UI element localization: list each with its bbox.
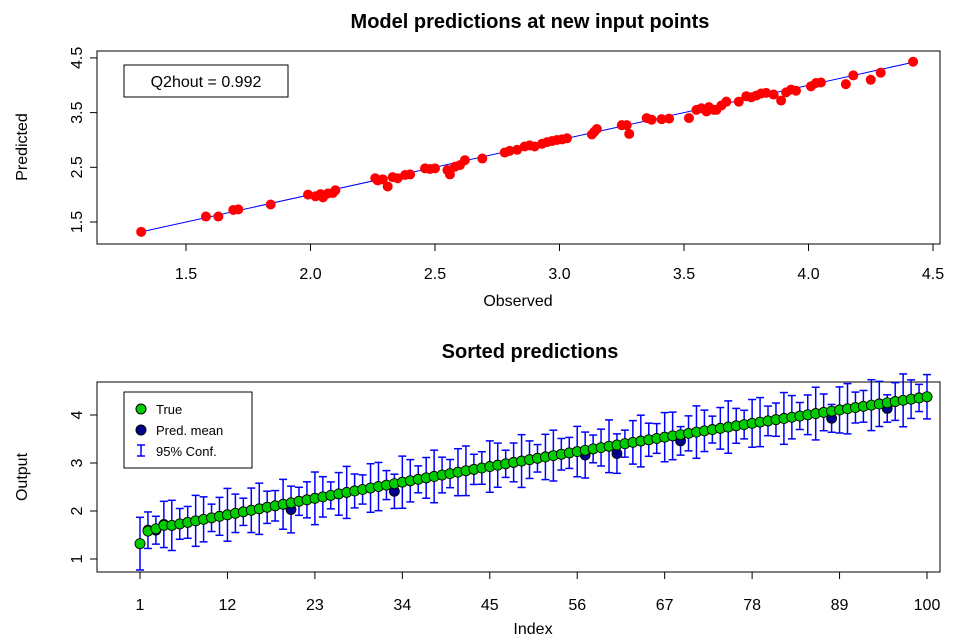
top-data-point bbox=[591, 124, 602, 135]
top-data-point bbox=[405, 169, 416, 180]
bottom-chart-title: Sorted predictions bbox=[442, 341, 619, 363]
bottom-x-tick-label: 67 bbox=[656, 597, 674, 614]
top-data-point bbox=[512, 144, 523, 155]
bottom-x-tick-label: 89 bbox=[831, 597, 849, 614]
bottom-x-tick-label: 12 bbox=[219, 597, 237, 614]
legend: True Pred. mean 95% Conf. bbox=[123, 391, 253, 469]
legend-true-marker bbox=[135, 403, 147, 415]
bottom-x-tick-label: 100 bbox=[914, 597, 941, 614]
true-points bbox=[134, 391, 933, 550]
top-data-point bbox=[430, 163, 440, 174]
top-y-axis-label: Predicted bbox=[14, 113, 31, 181]
top-data-point bbox=[908, 56, 919, 67]
top-data-point bbox=[683, 113, 694, 124]
top-data-point bbox=[646, 114, 657, 125]
top-data-point bbox=[444, 169, 455, 180]
top-data-point bbox=[656, 114, 667, 125]
bottom-y-tick-label: 3 bbox=[69, 458, 86, 467]
top-data-point bbox=[840, 79, 851, 90]
top-points bbox=[136, 56, 919, 237]
top-data-point bbox=[330, 185, 341, 196]
top-data-point bbox=[459, 155, 470, 166]
top-data-point bbox=[621, 120, 632, 131]
top-chart-title: Model predictions at new input points bbox=[351, 11, 710, 33]
top-y-tick-label: 4.5 bbox=[69, 47, 86, 69]
top-data-point bbox=[664, 113, 675, 124]
bottom-x-tick-label: 56 bbox=[568, 597, 586, 614]
top-plot-frame bbox=[96, 50, 941, 245]
q2-annotation-box bbox=[123, 64, 289, 98]
top-y-axis: 1.5 2.5 3.5 4.5 bbox=[69, 47, 97, 233]
top-data-point bbox=[776, 95, 787, 106]
bottom-plot-frame bbox=[96, 381, 941, 573]
true-point bbox=[134, 538, 146, 550]
top-data-point bbox=[768, 89, 779, 100]
top-data-point bbox=[504, 145, 515, 156]
top-data-point bbox=[392, 173, 403, 184]
top-data-point bbox=[477, 153, 488, 164]
top-x-axis: 1.5 2.0 2.5 3.0 3.5 4.0 4.5 bbox=[175, 244, 944, 283]
bottom-y-axis: 1 2 3 4 bbox=[69, 410, 97, 563]
top-x-tick-label: 2.0 bbox=[299, 266, 321, 283]
q2-annotation: Q2hout = 0.992 bbox=[123, 64, 289, 98]
top-x-tick-label: 4.0 bbox=[797, 266, 819, 283]
top-data-point bbox=[815, 77, 826, 88]
bottom-panel: Sorted predictions 1 12 23 34 45 56 67 78 89 100 … bbox=[14, 341, 941, 638]
bottom-x-tick-label: 45 bbox=[481, 597, 499, 614]
legend-pred-label: Pred. mean bbox=[156, 423, 223, 438]
top-data-point bbox=[561, 133, 572, 144]
bottom-x-axis: 1 12 23 34 45 56 67 78 89 100 bbox=[136, 572, 941, 614]
true-point bbox=[921, 391, 933, 403]
top-data-point bbox=[136, 226, 147, 237]
bottom-x-tick-label: 34 bbox=[393, 597, 411, 614]
top-y-tick-label: 1.5 bbox=[69, 211, 86, 233]
bottom-x-tick-label: 78 bbox=[743, 597, 761, 614]
top-x-tick-label: 4.5 bbox=[922, 266, 944, 283]
bottom-y-axis-label: Output bbox=[14, 452, 31, 501]
top-data-point bbox=[233, 204, 244, 215]
top-x-axis-label: Observed bbox=[483, 293, 552, 310]
top-data-point bbox=[624, 128, 635, 139]
top-data-point bbox=[865, 74, 876, 85]
bottom-y-tick-label: 1 bbox=[69, 554, 86, 563]
top-data-point bbox=[791, 85, 802, 96]
top-data-point bbox=[213, 211, 224, 222]
top-data-point bbox=[265, 199, 276, 210]
top-x-tick-label: 1.5 bbox=[175, 266, 197, 283]
top-data-point bbox=[200, 211, 211, 222]
q2-annotation-text: Q2hout = 0.992 bbox=[151, 74, 262, 91]
top-x-tick-label: 2.5 bbox=[424, 266, 446, 283]
top-x-tick-label: 3.5 bbox=[673, 266, 695, 283]
bottom-x-tick-label: 23 bbox=[306, 597, 324, 614]
top-data-point bbox=[303, 189, 314, 200]
bottom-y-tick-label: 4 bbox=[69, 410, 86, 419]
top-data-point bbox=[875, 67, 886, 78]
top-panel: Model predictions at new input points 1.… bbox=[14, 11, 944, 310]
top-y-tick-label: 3.5 bbox=[69, 101, 86, 123]
bottom-x-tick-label: 1 bbox=[136, 597, 145, 614]
top-data-point bbox=[721, 96, 732, 107]
confidence-intervals bbox=[136, 373, 931, 571]
top-x-tick-label: 3.0 bbox=[548, 266, 570, 283]
top-data-point bbox=[382, 181, 393, 192]
bottom-y-tick-label: 2 bbox=[69, 506, 86, 515]
legend-pred-marker bbox=[135, 424, 147, 436]
bottom-x-axis-label: Index bbox=[513, 621, 552, 638]
top-data-point bbox=[377, 174, 388, 185]
top-data-point bbox=[733, 96, 744, 107]
legend-ci-label: 95% Conf. bbox=[156, 444, 217, 459]
top-y-tick-label: 2.5 bbox=[69, 156, 86, 178]
legend-ci-marker bbox=[137, 444, 145, 457]
legend-true-label: True bbox=[156, 402, 182, 417]
top-data-point bbox=[848, 70, 859, 81]
top-data-point bbox=[761, 87, 772, 98]
